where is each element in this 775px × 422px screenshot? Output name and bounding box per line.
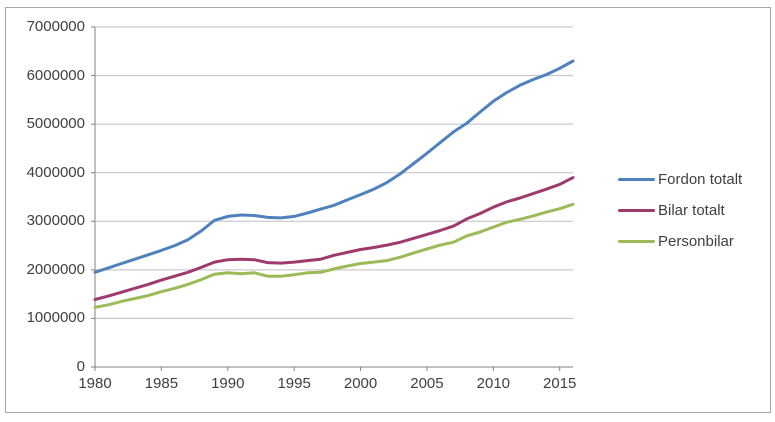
y-axis-tick-label: 7000000 xyxy=(26,18,85,35)
y-axis-tick-label: 0 xyxy=(76,358,85,375)
y-axis-tick-label: 1000000 xyxy=(26,309,85,327)
x-axis-tick-label: 2015 xyxy=(543,375,577,392)
y-axis-tick-label: 6000000 xyxy=(26,66,85,84)
y-axis-tick-label: 2000000 xyxy=(26,260,85,278)
x-axis-tick-label: 2005 xyxy=(410,375,444,392)
line-marker-icon xyxy=(618,178,655,181)
legend-item-personbilar: Personbilar xyxy=(618,226,742,257)
legend-label: Bilar totalt xyxy=(658,202,725,219)
x-axis-tick-label: 1995 xyxy=(277,375,311,392)
x-axis-tick-label: 1980 xyxy=(78,375,112,392)
series-line-fordon-totalt xyxy=(93,59,575,274)
y-axis-tick-label: 5000000 xyxy=(26,115,85,133)
series-line-personbilar xyxy=(93,202,575,309)
x-axis-tick-label: 1985 xyxy=(144,375,179,392)
series-line-bilar-totalt xyxy=(93,176,575,301)
line-marker-icon xyxy=(618,209,655,212)
legend: Fordon totalt Bilar totalt Personbilar xyxy=(618,164,742,257)
legend-label: Personbilar xyxy=(658,233,734,250)
legend-item-fordon-totalt: Fordon totalt xyxy=(618,164,742,195)
x-axis-tick-label: 2000 xyxy=(343,375,378,392)
y-axis-tick-label: 4000000 xyxy=(26,163,85,181)
y-axis-tick-label: 3000000 xyxy=(26,212,85,230)
legend-item-bilar-totalt: Bilar totalt xyxy=(618,195,742,226)
line-marker-icon xyxy=(618,240,655,243)
legend-label: Fordon totalt xyxy=(658,171,743,188)
x-axis-tick-label: 2010 xyxy=(476,375,511,392)
x-axis-tick-label: 1990 xyxy=(211,375,245,392)
